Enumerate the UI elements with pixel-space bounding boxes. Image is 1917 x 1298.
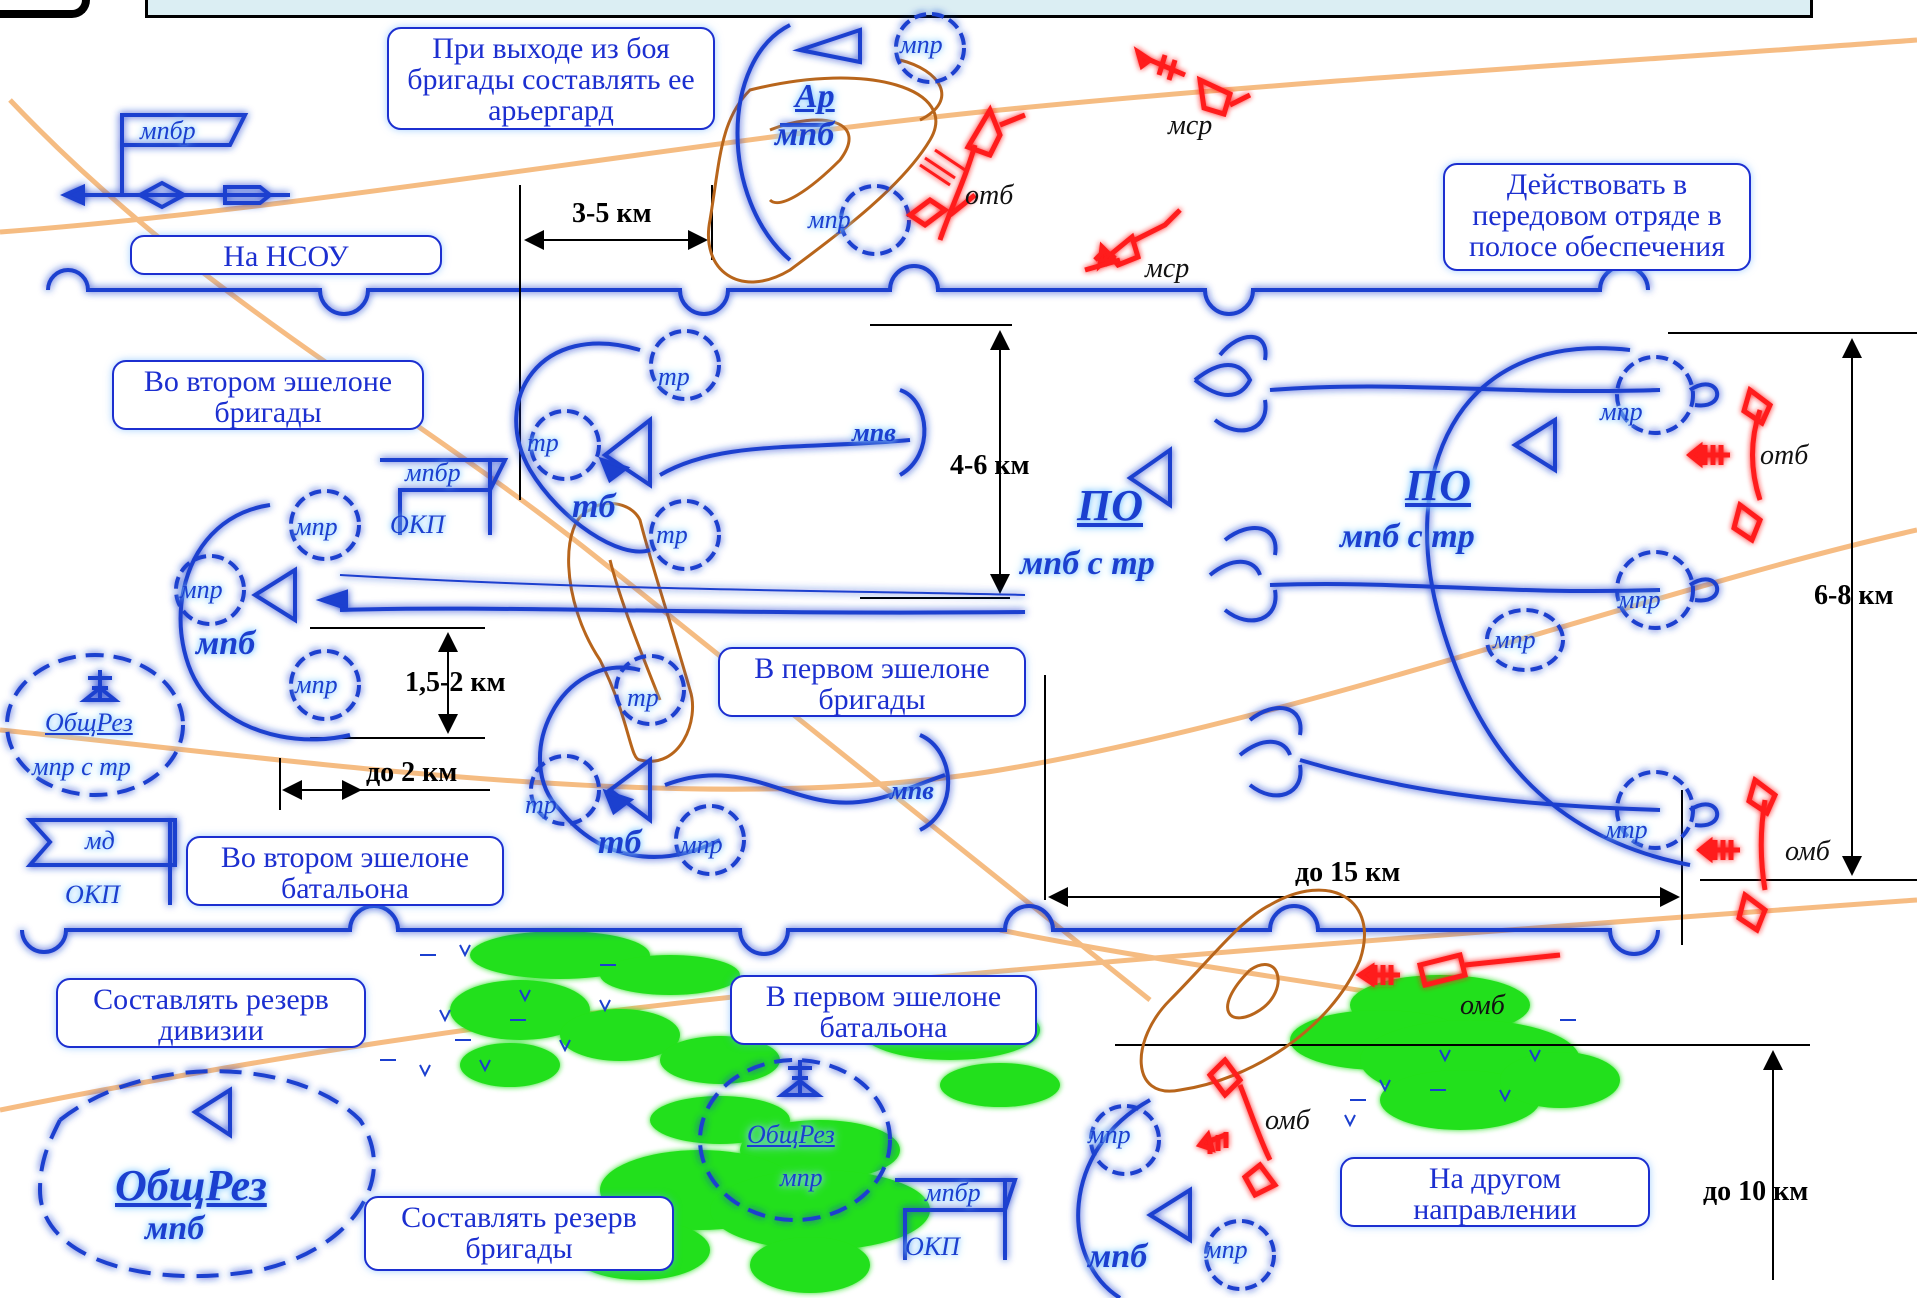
callout-nsou: На НСОУ xyxy=(130,235,442,275)
unit-label: тр xyxy=(658,362,690,391)
unit-label: мпб xyxy=(196,625,256,662)
title-bar xyxy=(145,0,1813,18)
unit-label: мпр xyxy=(1205,1235,1248,1264)
road-2 xyxy=(0,527,1917,792)
line-lower xyxy=(20,904,1660,956)
unit-label: мпбр xyxy=(925,1178,981,1207)
unit-label: мпб xyxy=(145,1210,205,1247)
unit-label: тб xyxy=(572,488,616,525)
dimension-label: 3-5 км xyxy=(572,198,652,229)
unit-label: мпв xyxy=(852,418,896,447)
rearguard-routes xyxy=(567,58,1366,1093)
dimension-lines xyxy=(279,185,1917,1280)
unit-label: ОбщРез xyxy=(115,1161,267,1210)
unit-label: мпбр xyxy=(405,458,461,487)
unit-label: ОКП xyxy=(65,880,120,909)
unit-label: ПО xyxy=(1405,461,1471,510)
unit-label: мпр xyxy=(1088,1120,1131,1149)
enemy-label: отб xyxy=(965,180,1014,211)
unit-label: Ар xyxy=(795,78,835,115)
unit-label: ОбщРез xyxy=(747,1120,835,1149)
unit-label: мпбр xyxy=(140,116,196,145)
unit-label: мпр с тр xyxy=(32,752,131,781)
callout-first-echelon-battalion: В первом эшелоне батальона xyxy=(730,975,1037,1045)
unit-label: мпр xyxy=(295,670,338,699)
unit-label: мпр xyxy=(680,830,723,859)
callout-division-reserve: Составлять резерв дивизии xyxy=(56,978,366,1048)
enemy-label: отб xyxy=(1760,440,1809,471)
dimension-label: до 2 км xyxy=(366,757,458,788)
ar-triangle-icon xyxy=(792,27,862,65)
dimension-label: до 15 км xyxy=(1295,857,1401,888)
unit-label: мпр xyxy=(180,575,223,604)
enemy-label: омб xyxy=(1265,1105,1310,1136)
friendly-units xyxy=(5,12,1720,1298)
po-triangle-icon xyxy=(1511,416,1557,474)
callout-brigade-reserve: Составлять резерв бригады xyxy=(364,1196,674,1271)
unit-label: мпр xyxy=(1618,585,1661,614)
callout-first-echelon-brigade: В первом эшелоне бригады xyxy=(718,647,1026,717)
md-okp-icon xyxy=(25,818,177,867)
enemy-label: омб xyxy=(1785,836,1830,867)
unit-label: мпб xyxy=(775,116,835,153)
callout-other-direction: На другом направлении xyxy=(1340,1157,1650,1227)
unit-label: тр xyxy=(627,683,659,712)
unit-label: мд xyxy=(85,826,115,855)
unit-label: ПО xyxy=(1077,481,1143,530)
enemy-label: омб xyxy=(1460,990,1505,1021)
road-1 xyxy=(0,37,1917,235)
unit-label: мпр xyxy=(1493,625,1536,654)
unit-label: тр xyxy=(527,428,559,457)
unit-label: мпб с тр xyxy=(1020,545,1155,582)
callout-rearguard: При выходе из боя бригады составлять ее … xyxy=(387,27,715,130)
enemy-units xyxy=(905,46,1779,1199)
line-upper xyxy=(46,264,1650,316)
enemy-label: мср xyxy=(1145,253,1190,284)
unit-label: ОКП xyxy=(390,510,445,539)
dimension-label: 4-6 км xyxy=(950,450,1030,481)
unit-label: мпр xyxy=(1600,397,1643,426)
boundary-lines xyxy=(20,264,1660,956)
callout-second-echelon-battalion: Во втором эшелоне батальона xyxy=(186,836,504,906)
callout-second-echelon-brigade: Во втором эшелоне бригады xyxy=(112,360,424,430)
unit-label: мпр xyxy=(900,30,943,59)
unit-label: мпр xyxy=(808,205,851,234)
diamond-icon xyxy=(135,180,189,210)
unit-label: мпр xyxy=(780,1163,823,1192)
enemy-label: мср xyxy=(1168,110,1213,141)
dimension-label: до 10 км xyxy=(1703,1176,1809,1207)
unit-label: мпб с тр xyxy=(1340,518,1475,555)
corner-logo-icon xyxy=(0,0,90,18)
unit-label: мпр xyxy=(295,512,338,541)
callout-vanguard: Действовать в передовом отряде в полосе … xyxy=(1443,163,1751,271)
unit-label: тр xyxy=(656,520,688,549)
unit-label: мпб xyxy=(1088,1238,1148,1275)
unit-label: ОКП xyxy=(905,1232,960,1261)
unit-label: ОбщРез xyxy=(45,708,133,737)
dimension-label: 6-8 км xyxy=(1814,580,1894,611)
mpbr-flag-icon xyxy=(120,113,249,195)
dimension-label: 1,5-2 км xyxy=(405,667,506,698)
unit-label: тб xyxy=(598,824,642,861)
unit-label: мпв xyxy=(890,776,934,805)
unit-label: тр xyxy=(525,790,557,819)
marsh-symbols xyxy=(380,944,1576,1128)
unit-label: мпр xyxy=(1605,815,1648,844)
